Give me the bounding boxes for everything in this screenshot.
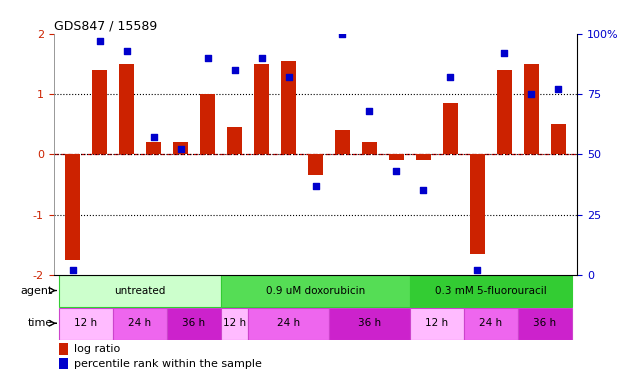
Bar <box>59 343 68 354</box>
Text: 24 h: 24 h <box>480 318 502 328</box>
Point <box>283 74 293 80</box>
Bar <box>281 61 296 154</box>
Bar <box>146 142 161 154</box>
Bar <box>524 64 539 154</box>
Bar <box>59 308 113 340</box>
Point <box>445 74 456 80</box>
Text: untreated: untreated <box>114 285 166 296</box>
Point <box>391 168 401 174</box>
Text: 12 h: 12 h <box>223 318 246 328</box>
Bar <box>119 64 134 154</box>
Point <box>175 147 186 153</box>
Bar <box>518 308 572 340</box>
Bar <box>410 276 572 307</box>
Text: agent: agent <box>20 285 53 296</box>
Point <box>310 183 321 189</box>
Point <box>203 55 213 61</box>
Bar <box>167 308 221 340</box>
Point <box>365 108 375 114</box>
Bar <box>221 308 248 340</box>
Bar <box>551 124 566 154</box>
Bar <box>329 308 410 340</box>
Text: percentile rank within the sample: percentile rank within the sample <box>74 358 261 369</box>
Text: GDS847 / 15589: GDS847 / 15589 <box>54 20 157 33</box>
Text: 12 h: 12 h <box>425 318 449 328</box>
Bar <box>416 154 431 160</box>
Bar <box>254 64 269 154</box>
Bar <box>470 154 485 254</box>
Point <box>230 67 240 73</box>
Point <box>499 50 509 56</box>
Bar <box>59 358 68 369</box>
Text: 36 h: 36 h <box>533 318 557 328</box>
Point <box>122 48 132 54</box>
Bar <box>92 70 107 154</box>
Bar <box>200 94 215 154</box>
Text: 12 h: 12 h <box>74 318 98 328</box>
Bar <box>221 276 410 307</box>
Point <box>68 267 78 273</box>
Bar <box>410 308 464 340</box>
Point <box>338 31 348 37</box>
Text: log ratio: log ratio <box>74 344 120 354</box>
Bar <box>308 154 323 176</box>
Text: 24 h: 24 h <box>277 318 300 328</box>
Point <box>553 86 563 92</box>
Point <box>148 134 158 140</box>
Text: 0.3 mM 5-fluorouracil: 0.3 mM 5-fluorouracil <box>435 285 547 296</box>
Point <box>473 267 483 273</box>
Point <box>256 55 266 61</box>
Point <box>418 188 428 194</box>
Bar <box>362 142 377 154</box>
Text: 24 h: 24 h <box>129 318 151 328</box>
Bar <box>173 142 188 154</box>
Bar <box>113 308 167 340</box>
Text: 36 h: 36 h <box>358 318 381 328</box>
Bar <box>464 308 518 340</box>
Bar <box>389 154 404 160</box>
Text: 0.9 uM doxorubicin: 0.9 uM doxorubicin <box>266 285 365 296</box>
Text: 36 h: 36 h <box>182 318 206 328</box>
Bar <box>227 127 242 154</box>
Text: time: time <box>28 318 53 328</box>
Point <box>526 91 536 97</box>
Point <box>95 38 105 44</box>
Bar <box>248 308 329 340</box>
Bar <box>335 130 350 154</box>
Bar <box>443 103 458 154</box>
Bar <box>59 276 221 307</box>
Bar <box>497 70 512 154</box>
Bar <box>65 154 80 260</box>
